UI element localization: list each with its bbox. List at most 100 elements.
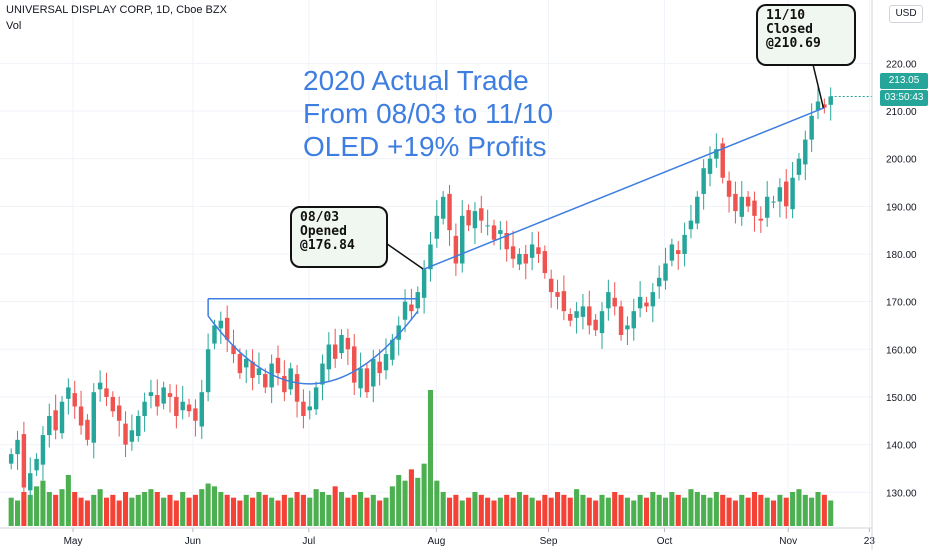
volume-bar xyxy=(129,497,135,526)
headline-line-2: From 08/03 to 11/10 xyxy=(303,98,554,129)
candle-body xyxy=(161,387,166,404)
candle-body xyxy=(764,196,770,218)
headline-annotation: 2020 Actual Trade From 08/03 to 11/10 OL… xyxy=(303,64,553,163)
y-tick-label: 150.00 xyxy=(886,393,917,404)
volume-bar xyxy=(211,486,218,526)
volume-bar xyxy=(446,497,453,526)
candle-body xyxy=(34,458,39,471)
volume-bar xyxy=(224,494,230,526)
currency-button[interactable]: USD xyxy=(889,5,923,23)
y-tick-label: 180.00 xyxy=(886,250,917,261)
y-tick-label: 170.00 xyxy=(886,298,917,309)
volume-bar xyxy=(173,500,179,526)
volume-bar xyxy=(739,494,745,526)
y-tick-label: 190.00 xyxy=(886,202,917,213)
volume-bar xyxy=(345,497,351,526)
volume-bar xyxy=(701,494,707,526)
volume-bar xyxy=(586,497,592,526)
volume-bar xyxy=(809,497,815,526)
volume-bar xyxy=(796,489,802,526)
x-tick-label: Nov xyxy=(779,536,797,547)
candle-body xyxy=(771,201,776,203)
candle-body xyxy=(72,393,77,407)
candle-body xyxy=(752,200,757,216)
volume-bar xyxy=(142,492,148,526)
candle-body xyxy=(663,263,668,281)
volume-bar xyxy=(764,497,770,526)
volume-bar xyxy=(542,494,548,526)
volume-bar xyxy=(758,494,764,526)
candle-body xyxy=(244,358,249,368)
volume-bar xyxy=(78,497,84,526)
candle-body xyxy=(136,416,141,437)
candle-body xyxy=(777,187,783,202)
volume-bar xyxy=(300,494,306,526)
y-tick-label: 220.00 xyxy=(886,59,917,70)
volume-bar xyxy=(656,494,662,526)
headline-line-3: OLED +19% Profits xyxy=(303,131,547,162)
volume-bar xyxy=(440,492,446,526)
volume-bar xyxy=(243,494,249,526)
volume-bar xyxy=(650,492,656,526)
candle-body xyxy=(758,218,764,221)
candle-body xyxy=(396,325,401,340)
volume-bar xyxy=(167,494,173,526)
x-tick-label: Jun xyxy=(185,536,201,547)
candle-body xyxy=(726,180,732,197)
candle-body xyxy=(269,363,274,388)
candle-body xyxy=(720,143,725,178)
candle-body xyxy=(402,301,408,320)
volume-bar xyxy=(720,494,726,526)
candle-body xyxy=(8,454,14,464)
open-label: Opened xyxy=(300,224,347,239)
candle-body xyxy=(707,158,713,174)
candle-body xyxy=(237,354,243,374)
candle-body xyxy=(326,344,332,370)
close-label: Closed xyxy=(766,22,813,37)
volume-bar xyxy=(281,494,287,526)
candle-body xyxy=(167,393,173,397)
volume-bar xyxy=(97,489,103,526)
volume-bar xyxy=(510,497,516,526)
candle-body xyxy=(21,434,27,488)
volume-bar xyxy=(472,492,478,526)
candle-body xyxy=(517,253,522,265)
candle-body xyxy=(15,439,20,455)
volume-bar xyxy=(726,497,732,526)
volume-bar xyxy=(84,500,90,526)
candle-body xyxy=(676,250,681,254)
candle-body xyxy=(224,317,230,340)
volume-bar xyxy=(288,497,294,526)
candle-body xyxy=(332,344,338,359)
candle-body xyxy=(421,269,427,298)
candle-body xyxy=(320,363,325,385)
cup-arc xyxy=(207,310,419,385)
candle-body xyxy=(85,419,90,440)
volume-bar xyxy=(230,497,237,526)
candle-body xyxy=(650,292,656,307)
volume-bar xyxy=(27,494,33,526)
x-tick-label: Sep xyxy=(540,536,558,547)
candle-body xyxy=(313,387,319,410)
volume-bar xyxy=(770,500,777,526)
volume-bar xyxy=(669,492,675,526)
candle-body xyxy=(599,311,605,334)
candle-body xyxy=(415,292,420,309)
volume-bar xyxy=(275,500,281,526)
volume-bar xyxy=(561,494,567,526)
candle-body xyxy=(352,346,357,383)
volume-bar xyxy=(485,497,491,526)
open-price: @176.84 xyxy=(300,238,355,253)
candle-body xyxy=(745,196,751,207)
volume-bar xyxy=(497,497,503,526)
volume-bar xyxy=(643,497,650,526)
candle-body xyxy=(803,139,808,165)
candle-body xyxy=(104,388,109,397)
volume-bar xyxy=(237,500,243,526)
y-tick-label: 140.00 xyxy=(886,441,917,452)
candle-body xyxy=(123,423,128,445)
volume-bar xyxy=(402,480,408,526)
candle-body xyxy=(97,382,103,390)
y-tick-label: 130.00 xyxy=(886,488,917,499)
candle-body xyxy=(345,337,351,350)
